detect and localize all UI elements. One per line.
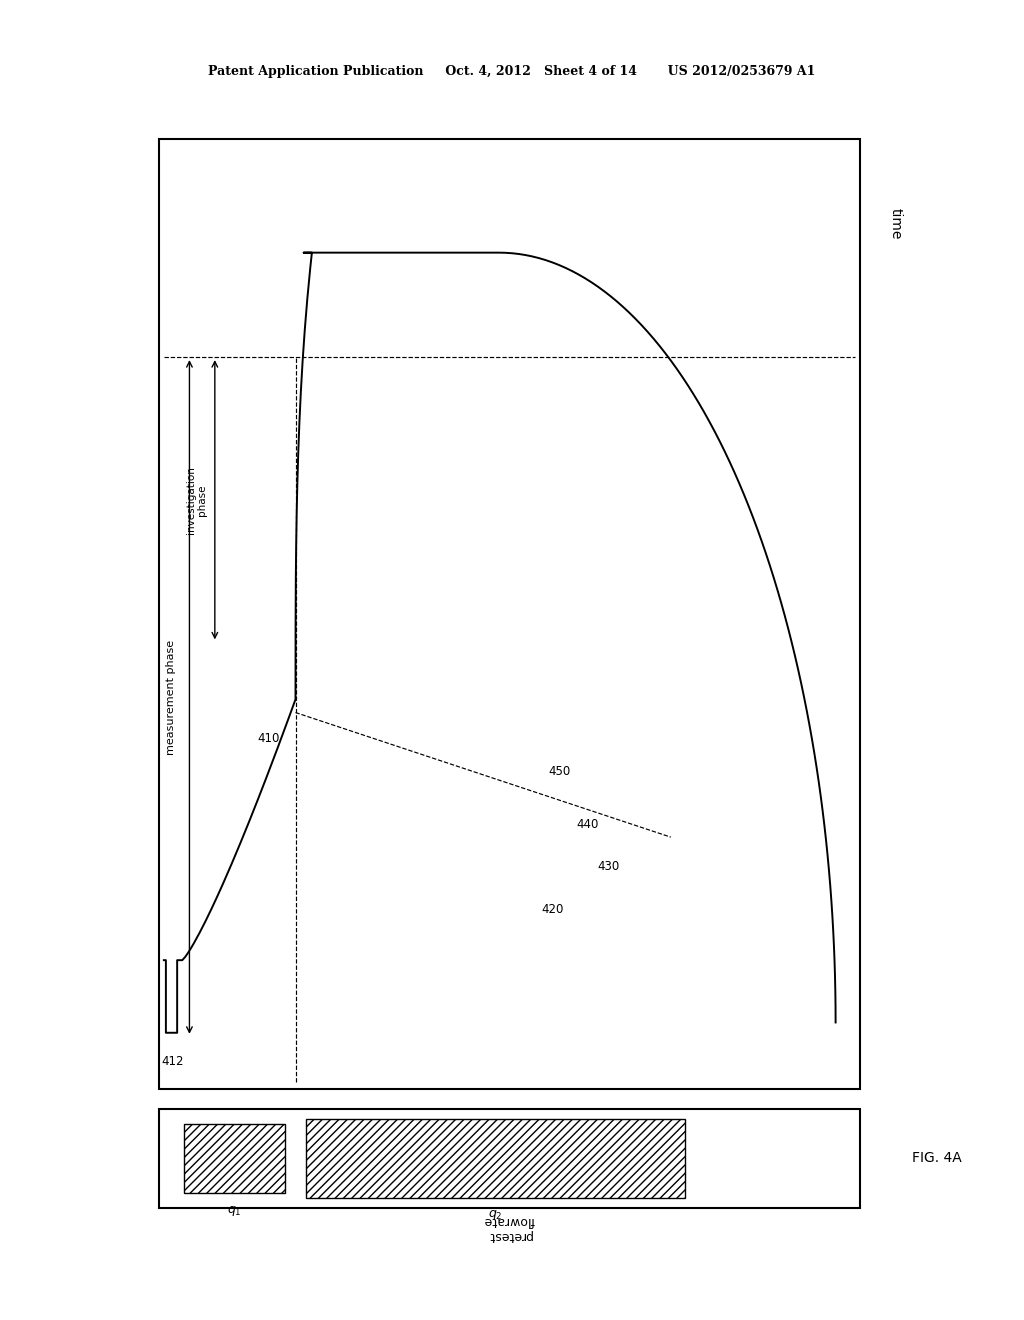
Bar <box>159 139 860 1089</box>
Text: $q_2$: $q_2$ <box>488 1209 503 1222</box>
Text: 450: 450 <box>548 766 570 779</box>
Bar <box>306 1119 685 1199</box>
Text: measurement phase: measurement phase <box>166 639 176 755</box>
Text: $q_1$: $q_1$ <box>227 1204 242 1217</box>
Text: 412: 412 <box>162 1055 184 1068</box>
Text: 440: 440 <box>577 817 598 830</box>
Text: time: time <box>889 209 903 240</box>
Bar <box>159 1109 860 1208</box>
Text: FIG. 4A: FIG. 4A <box>912 1151 962 1166</box>
Text: Patent Application Publication     Oct. 4, 2012   Sheet 4 of 14       US 2012/02: Patent Application Publication Oct. 4, 2… <box>208 65 816 78</box>
Text: pretest
flowrate: pretest flowrate <box>483 1214 536 1242</box>
Text: 420: 420 <box>541 903 563 916</box>
Bar <box>184 1123 286 1193</box>
Text: 430: 430 <box>597 861 620 874</box>
Text: pressure: pressure <box>444 1118 504 1133</box>
Text: investigation
phase: investigation phase <box>185 466 207 533</box>
Text: 410: 410 <box>257 733 280 744</box>
